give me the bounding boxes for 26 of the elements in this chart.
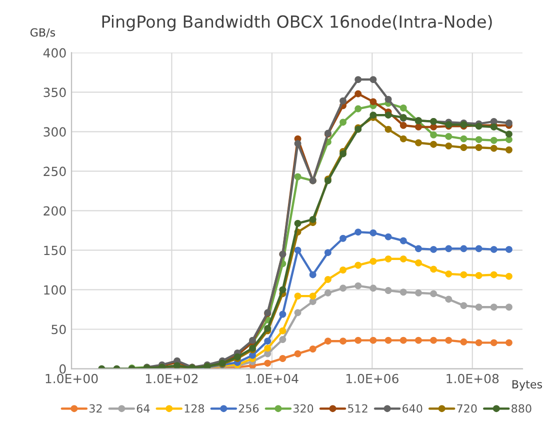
x-tick-label: 1.0E+06 xyxy=(346,374,398,384)
y-axis-title: GB/s xyxy=(30,28,56,38)
legend-label: 512 xyxy=(348,404,368,413)
y-tick-label: 50 xyxy=(52,324,66,334)
x-tick-label: 1.0E+00 xyxy=(46,374,98,384)
x-axis-title: Bytes xyxy=(512,380,542,391)
y-tick-label: 250 xyxy=(44,166,66,176)
legend-label: 32 xyxy=(89,404,102,413)
legend-label: 256 xyxy=(238,404,259,413)
y-tick-label: 0 xyxy=(60,364,66,374)
chart-title: PingPong Bandwidth OBCX 16node(Intra-Node) xyxy=(102,15,492,32)
x-tick-label: 1.0E+08 xyxy=(446,374,499,384)
y-tick-label: 150 xyxy=(44,246,66,256)
x-tick-label: 1.0E+02 xyxy=(146,374,198,384)
y-tick-label: 200 xyxy=(44,206,66,216)
legend-label: 128 xyxy=(184,404,204,413)
legend-label: 640 xyxy=(402,404,422,413)
y-tick-label: 350 xyxy=(44,88,66,98)
legend-label: 880 xyxy=(512,404,532,413)
y-tick-label: 400 xyxy=(43,48,66,58)
legend-label: 64 xyxy=(136,404,150,413)
y-tick-label: 100 xyxy=(44,285,66,295)
legend-label: 320 xyxy=(294,404,314,413)
x-tick-label: 1.0E+04 xyxy=(246,374,298,384)
legend-label: 720 xyxy=(457,404,477,413)
y-tick-label: 300 xyxy=(44,127,66,137)
